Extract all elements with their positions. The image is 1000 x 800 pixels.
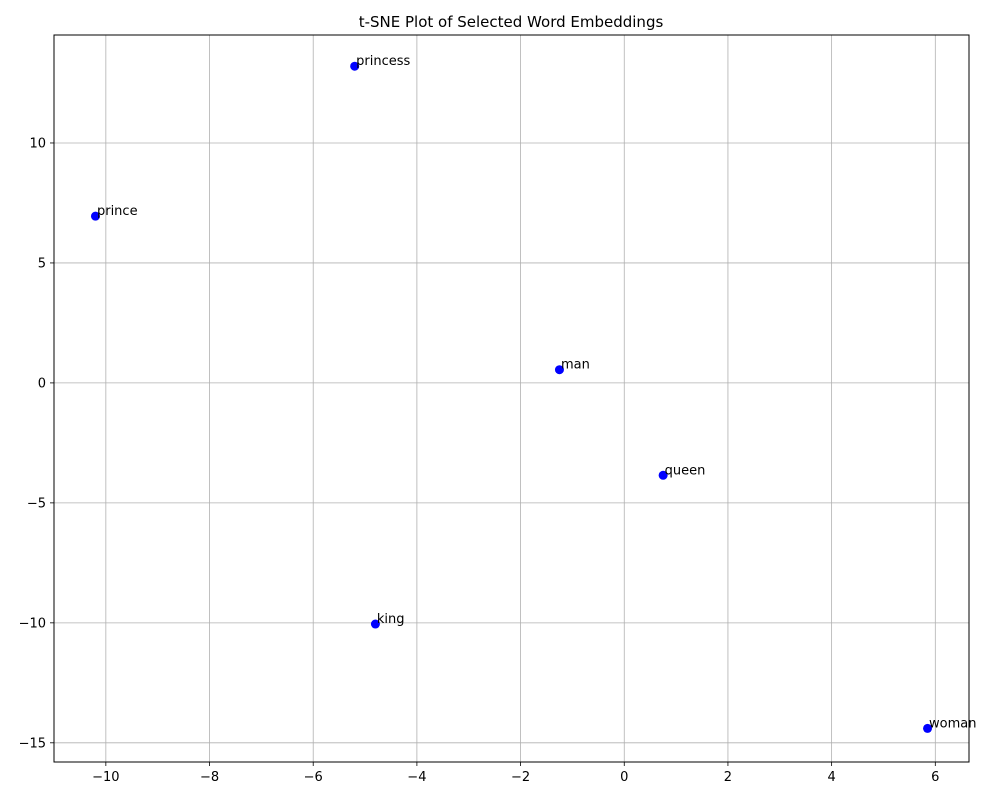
point-label-princess: princess — [356, 54, 410, 69]
x-tick-label: −4 — [407, 770, 426, 785]
point-label-man: man — [561, 358, 590, 373]
chart-title: t-SNE Plot of Selected Word Embeddings — [359, 13, 664, 31]
x-tick-label: −8 — [200, 770, 219, 785]
point-label-king: king — [377, 612, 405, 627]
y-tick-label: −5 — [27, 496, 46, 511]
y-tick-label: 5 — [38, 256, 46, 271]
data-point-queen — [658, 470, 668, 480]
y-tick-label: 0 — [38, 376, 46, 391]
x-tick-label: −10 — [92, 770, 119, 785]
axes: −10 −8 −6 −4 −2 0 2 4 6 −15 −10 −5 0 5 10 — [19, 136, 940, 785]
y-tick-label: 10 — [29, 136, 46, 151]
point-label-prince: prince — [97, 204, 138, 219]
x-tick-label: 2 — [724, 770, 732, 785]
data-point-princess — [350, 61, 360, 71]
point-label-queen: queen — [665, 463, 706, 478]
x-tick-label: −6 — [304, 770, 323, 785]
data-point-prince — [90, 211, 100, 221]
point-label-woman: woman — [929, 716, 976, 731]
y-tick-label: −15 — [19, 736, 46, 751]
y-tick-label: −10 — [19, 616, 46, 631]
grid — [54, 35, 969, 762]
data-points: princess prince man queen king woman — [90, 54, 976, 733]
x-tick-label: 6 — [931, 770, 939, 785]
x-tick-label: 4 — [827, 770, 835, 785]
x-tick-label: −2 — [511, 770, 530, 785]
data-point-man — [554, 365, 564, 375]
data-point-woman — [923, 723, 933, 733]
data-point-king — [370, 619, 380, 629]
plot-area-frame — [53, 34, 970, 763]
x-tick-label: 0 — [620, 770, 628, 785]
